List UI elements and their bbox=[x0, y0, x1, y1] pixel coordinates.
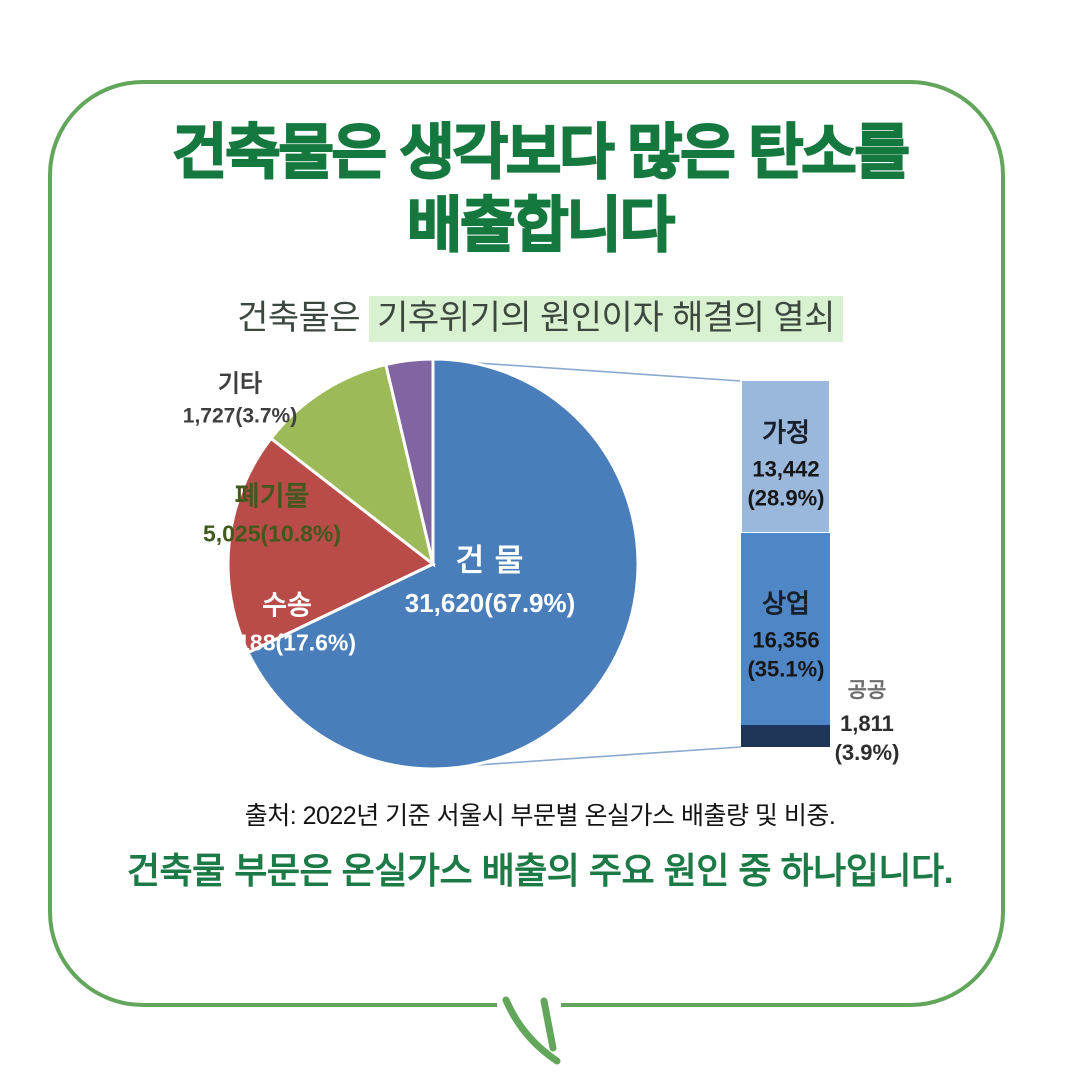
bar-label-public-name: 공공 bbox=[847, 679, 887, 702]
bar-label-residential-pct: (28.9%) bbox=[747, 485, 825, 511]
pie-label-waste-value: 5,025(10.8%) bbox=[202, 520, 342, 547]
tail-right-stroke bbox=[540, 997, 557, 1052]
pie-slice-waste bbox=[268, 362, 436, 568]
bar-label-public: 공공 1,811 (3.9%) bbox=[835, 674, 900, 766]
subtitle: 건축물은 기후위기의 원인이자 해결의 열쇠 bbox=[0, 290, 1080, 342]
pie-label-transport: 수송 8,188(17.6%) bbox=[218, 584, 356, 657]
bar-label-public-pct: (3.9%) bbox=[834, 740, 900, 765]
page-title-line1: 건축물은 생각보다 많은 탄소를 bbox=[171, 118, 911, 187]
pie-label-buildings-value: 31,620(67.9%) bbox=[404, 588, 576, 618]
connector-line-top bbox=[432, 359, 742, 382]
bar-label-commercial-pct: (35.1%) bbox=[747, 656, 825, 682]
pie-label-waste: 폐기물 5,025(10.8%) bbox=[203, 475, 341, 548]
tail-left-stroke bbox=[502, 996, 561, 1065]
bar-label-commercial-value: 16,356 bbox=[752, 627, 820, 653]
pie-label-buildings-name: 건 물 bbox=[455, 543, 525, 578]
pie-label-transport-value: 8,188(17.6%) bbox=[217, 629, 357, 656]
bar-label-commercial: 상업 16,356 (35.1%) bbox=[747, 584, 824, 683]
pie-slice-transport bbox=[226, 436, 436, 655]
pie-slice-buildings bbox=[246, 357, 640, 771]
bar-segment-public bbox=[741, 725, 830, 747]
page-title-line2: 배출합니다 bbox=[406, 191, 676, 260]
pie-label-etc-value: 1,727(3.7%) bbox=[182, 404, 298, 428]
bar-label-residential-value: 13,442 bbox=[752, 456, 820, 482]
pie-label-transport-name: 수송 bbox=[262, 590, 312, 621]
bar-label-commercial-name: 상업 bbox=[762, 588, 810, 619]
pie-label-etc: 기타 1,727(3.7%) bbox=[183, 364, 297, 429]
page-title: 건축물은 생각보다 많은 탄소를 배출합니다 bbox=[0, 116, 1080, 262]
pie-slice-etc bbox=[383, 357, 435, 565]
bar-segment-commercial bbox=[741, 533, 830, 725]
bar-label-residential-name: 가정 bbox=[762, 417, 810, 448]
bar-label-public-value: 1,811 bbox=[840, 711, 894, 736]
speech-bubble-tail bbox=[502, 996, 561, 1065]
subtitle-highlight: 기후위기의 원인이자 해결의 열쇠 bbox=[369, 296, 843, 342]
conclusion-text: 건축물 부문은 온실가스 배출의 주요 원인 중 하나입니다. bbox=[126, 850, 954, 891]
source-note: 출처: 2022년 기준 서울시 부문별 온실가스 배출량 및 비중. bbox=[244, 802, 836, 830]
subtitle-prefix: 건축물은 bbox=[237, 299, 370, 337]
pie-label-waste-name: 폐기물 bbox=[234, 481, 310, 512]
bar-segment-residential bbox=[740, 379, 831, 534]
connector-line-bottom bbox=[432, 746, 742, 769]
pie-label-buildings: 건 물 31,620(67.9%) bbox=[405, 535, 576, 619]
bar-label-residential: 가정 13,442 (28.9%) bbox=[747, 413, 824, 512]
pie-label-etc-name: 기타 bbox=[217, 370, 263, 398]
